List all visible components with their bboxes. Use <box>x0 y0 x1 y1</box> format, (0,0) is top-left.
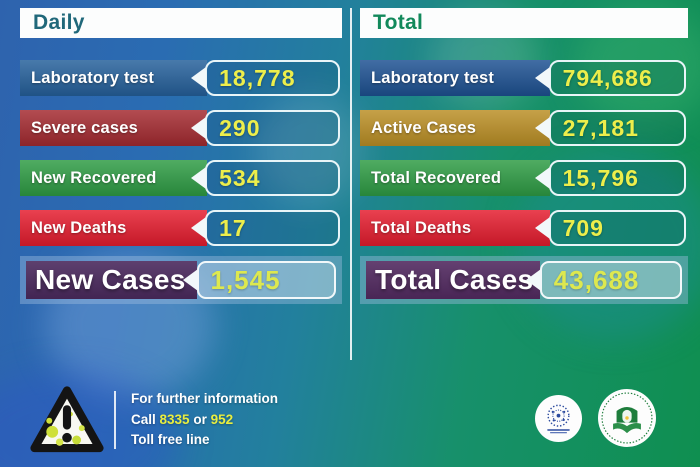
stat-row-daily-new-recovered: New Recovered 534 <box>20 160 342 196</box>
health-institute-logo <box>535 394 582 447</box>
arrow-left-icon <box>534 217 550 239</box>
stat-value: 709 <box>562 214 604 241</box>
stat-value: 534 <box>219 164 261 191</box>
stat-label: Laboratory test <box>371 68 495 87</box>
footer-logos <box>535 389 656 452</box>
stat-label-bar: Total Recovered <box>360 160 551 196</box>
highlight-label-bar: Total Cases <box>366 261 540 299</box>
hotline-number-2: 952 <box>210 411 234 427</box>
info-line-2: Call 8335 or 952 <box>131 411 234 427</box>
stat-label: Severe cases <box>31 118 138 137</box>
stat-value: 15,796 <box>562 164 639 191</box>
total-header: Total <box>360 8 688 38</box>
highlight-value: 43,688 <box>553 264 640 295</box>
stat-label: New Recovered <box>31 168 157 187</box>
highlight-value: 1,545 <box>210 264 281 295</box>
stat-value-box: 17 <box>191 210 340 246</box>
stat-row-total-deaths: Total Deaths 709 <box>360 210 688 246</box>
total-column: Total Laboratory test 794,686 Active Cas… <box>360 8 688 304</box>
stat-row-total-laboratory-test: Laboratory test 794,686 <box>360 60 688 96</box>
highlight-label: New Cases <box>35 264 186 295</box>
stat-label-bar: Laboratory test <box>20 60 207 96</box>
arrow-left-icon <box>191 217 207 239</box>
stat-label-bar: Total Deaths <box>360 210 551 246</box>
stat-value: 18,778 <box>219 64 296 91</box>
stat-value: 794,686 <box>562 64 653 91</box>
stat-value-box: 290 <box>191 110 340 146</box>
total-header-label: Total <box>373 11 424 34</box>
stat-label-bar: Laboratory test <box>360 60 551 96</box>
arrow-left-icon <box>525 269 541 291</box>
footer-divider <box>114 391 116 449</box>
stat-row-daily-severe-cases: Severe cases 290 <box>20 110 342 146</box>
highlight-row-new-cases: New Cases 1,545 <box>20 256 342 304</box>
highlight-row-total-cases: Total Cases 43,688 <box>360 256 688 304</box>
highlight-value-box: 43,688 <box>525 261 682 299</box>
warning-triangle-icon <box>30 386 104 454</box>
stat-label: Active Cases <box>371 118 477 137</box>
daily-header-label: Daily <box>33 11 85 34</box>
stat-row-total-recovered: Total Recovered 15,796 <box>360 160 688 196</box>
arrow-left-icon <box>191 117 207 139</box>
footer: For further information Call 8335 or 952… <box>0 373 700 467</box>
stat-value-box: 18,778 <box>191 60 340 96</box>
stat-label: Total Deaths <box>371 218 472 237</box>
stat-value: 290 <box>219 114 261 141</box>
info-line-3: Toll free line <box>131 432 210 448</box>
stat-value-box: 27,181 <box>534 110 686 146</box>
stat-label: Laboratory test <box>31 68 155 87</box>
footer-info-text: For further information Call 8335 or 952… <box>131 389 278 452</box>
stat-value-box: 709 <box>534 210 686 246</box>
arrow-left-icon <box>191 67 207 89</box>
arrow-left-icon <box>534 117 550 139</box>
stat-label-bar: Active Cases <box>360 110 551 146</box>
highlight-label-bar: New Cases <box>26 261 197 299</box>
arrow-left-icon <box>182 269 198 291</box>
daily-header: Daily <box>20 8 342 38</box>
stat-row-total-active-cases: Active Cases 27,181 <box>360 110 688 146</box>
stat-label: Total Recovered <box>371 168 502 187</box>
arrow-left-icon <box>191 167 207 189</box>
stat-value-box: 15,796 <box>534 160 686 196</box>
info-line-1: For further information <box>131 390 278 406</box>
stat-label: New Deaths <box>31 218 127 237</box>
ministry-of-health-logo <box>598 389 656 452</box>
stat-value: 27,181 <box>562 114 639 141</box>
stat-label-bar: New Deaths <box>20 210 207 246</box>
stat-value: 17 <box>219 214 247 241</box>
hotline-number-1: 8335 <box>159 411 190 427</box>
stat-row-daily-laboratory-test: Laboratory test 18,778 <box>20 60 342 96</box>
column-divider <box>350 8 352 360</box>
arrow-left-icon <box>534 167 550 189</box>
stat-value-box: 794,686 <box>534 60 686 96</box>
stat-label-bar: New Recovered <box>20 160 207 196</box>
stat-label-bar: Severe cases <box>20 110 207 146</box>
stat-value-box: 534 <box>191 160 340 196</box>
arrow-left-icon <box>534 67 550 89</box>
stat-row-daily-new-deaths: New Deaths 17 <box>20 210 342 246</box>
highlight-label: Total Cases <box>375 264 534 295</box>
highlight-value-box: 1,545 <box>182 261 336 299</box>
daily-column: Daily Laboratory test 18,778 Severe case… <box>20 8 342 304</box>
